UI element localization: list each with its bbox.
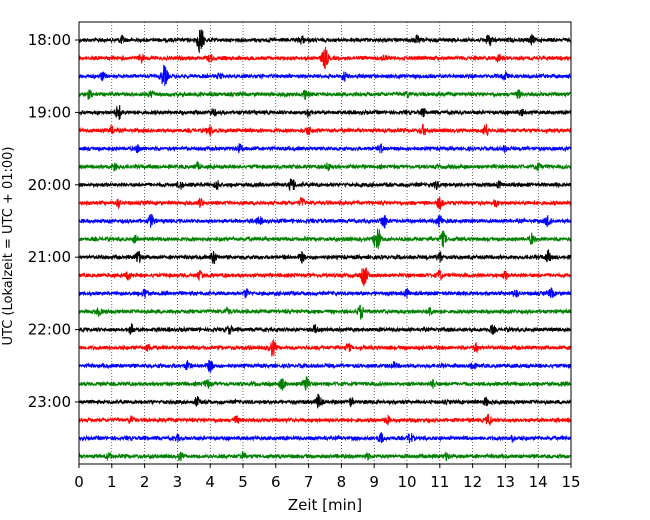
y-axis-label: UTC (Lokalzeit = UTC + 01:00) bbox=[1, 147, 16, 346]
trace-2115 bbox=[78, 267, 572, 287]
trace-2200 bbox=[78, 323, 572, 336]
x-tick-label: 7 bbox=[304, 473, 314, 491]
x-tick-label: 8 bbox=[337, 473, 347, 491]
x-axis-label: Zeit [min] bbox=[288, 496, 362, 514]
trace-1900 bbox=[78, 105, 572, 121]
x-tick-label: 1 bbox=[107, 473, 117, 491]
x-tick-label: 0 bbox=[74, 473, 84, 491]
y-tick-label: 21:00 bbox=[28, 248, 71, 266]
trace-1930 bbox=[78, 143, 572, 154]
seismogram-traces bbox=[78, 29, 572, 462]
x-tick-label: 6 bbox=[271, 473, 281, 491]
x-tick-label: 12 bbox=[463, 473, 482, 491]
x-tick-label: 11 bbox=[430, 473, 449, 491]
trace-1915 bbox=[78, 123, 572, 137]
y-tick-label: 19:00 bbox=[28, 103, 71, 121]
trace-2315 bbox=[78, 413, 572, 426]
trace-1815 bbox=[78, 46, 572, 70]
trace-2100 bbox=[78, 248, 572, 265]
trace-2000 bbox=[78, 178, 572, 192]
x-tick-label: 4 bbox=[205, 473, 215, 491]
x-tick-label: 14 bbox=[529, 473, 548, 491]
x-tick-label: 10 bbox=[397, 473, 416, 491]
x-tick-label: 9 bbox=[369, 473, 379, 491]
trace-2245 bbox=[78, 376, 572, 391]
trace-1800 bbox=[78, 29, 572, 54]
trace-2345 bbox=[78, 451, 572, 462]
x-tick-label: 15 bbox=[561, 473, 580, 491]
trace-2330 bbox=[78, 432, 572, 444]
y-axis-ticks: 18:00 19:00 20:00 21:00 22:00 23:00 bbox=[28, 31, 79, 411]
y-tick-label: 22:00 bbox=[28, 321, 71, 339]
trace-2015 bbox=[78, 197, 572, 210]
plot-frame bbox=[78, 21, 572, 465]
x-tick-label: 13 bbox=[496, 473, 515, 491]
y-tick-label: 20:00 bbox=[28, 176, 71, 194]
trace-2300 bbox=[78, 394, 572, 409]
x-tick-label: 5 bbox=[238, 473, 248, 491]
x-tick-label: 3 bbox=[173, 473, 183, 491]
trace-1830 bbox=[78, 64, 572, 87]
trace-2145 bbox=[78, 304, 572, 320]
y-tick-label: 23:00 bbox=[28, 393, 71, 411]
trace-1845 bbox=[78, 89, 572, 101]
x-axis-ticks: 0 1 2 3 4 5 6 7 8 9 10 11 12 13 14 15 bbox=[74, 464, 581, 491]
y-tick-label: 18:00 bbox=[28, 31, 71, 49]
trace-1945 bbox=[78, 160, 572, 172]
trace-2230 bbox=[78, 359, 572, 373]
trace-2045 bbox=[78, 228, 572, 249]
trace-2030 bbox=[78, 213, 572, 229]
trace-2130 bbox=[78, 287, 572, 299]
x-tick-label: 2 bbox=[140, 473, 150, 491]
trace-2215 bbox=[78, 339, 572, 357]
